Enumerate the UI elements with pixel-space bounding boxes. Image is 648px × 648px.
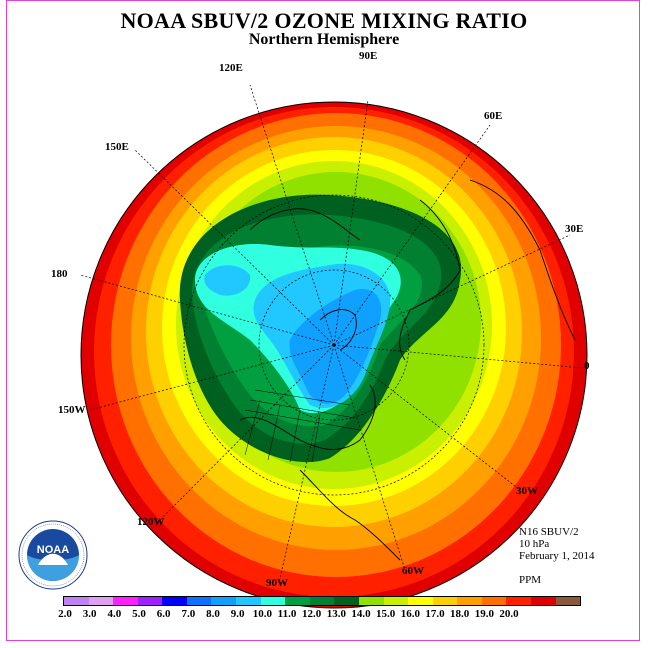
- color-swatch: [358, 597, 384, 605]
- color-swatch: [432, 597, 458, 605]
- color-swatch: [211, 597, 237, 605]
- color-swatch: [64, 597, 89, 605]
- graticule: [79, 84, 588, 609]
- color-swatch: [481, 597, 507, 605]
- color-swatch: [113, 597, 138, 605]
- color-scale-tick-label: 14.0: [351, 608, 371, 620]
- color-scale-tick-label: 13.0: [326, 608, 346, 620]
- color-swatch: [506, 597, 531, 605]
- land-grid: [244, 389, 361, 463]
- color-scale-tick-label: 10.0: [252, 608, 272, 620]
- color-scale-tick-label: 17.0: [425, 608, 445, 620]
- color-scale-tick-label: 5.0: [132, 608, 146, 620]
- color-swatch: [186, 597, 212, 605]
- band-7b: [204, 265, 251, 296]
- page-subtitle: Northern Hemisphere: [248, 31, 400, 48]
- color-swatch: [383, 597, 409, 605]
- color-swatch: [88, 597, 114, 605]
- lon-label-120e: 120E: [219, 62, 243, 74]
- color-swatch: [162, 597, 187, 605]
- lon-label-150e: 150E: [105, 141, 129, 153]
- color-scale-tick-label: 9.0: [230, 608, 245, 620]
- color-scale-tick-label: 18.0: [450, 608, 470, 620]
- lon-label-90w: 90W: [266, 577, 288, 589]
- color-swatch: [236, 597, 261, 605]
- color-swatch: [260, 597, 286, 605]
- lon-label-90e: 90E: [359, 50, 378, 62]
- lon-label-180: 180: [51, 268, 68, 280]
- instrument-label: N16 SBUV/2: [519, 526, 579, 538]
- noaa-logo-text: NOAA: [37, 544, 69, 556]
- lon-label-0: 0: [584, 360, 590, 372]
- lon-label-120w: 120W: [137, 516, 165, 528]
- color-scale-tick-label: 11.0: [277, 608, 297, 620]
- lon-label-30w: 30W: [516, 485, 538, 497]
- color-swatch: [408, 597, 433, 605]
- coastlines: [239, 179, 576, 561]
- color-scale-tick-label: 2.0: [58, 608, 72, 620]
- lon-label-60e: 60E: [484, 110, 503, 122]
- color-swatch: [285, 597, 310, 605]
- color-scale-tick-label: 8.0: [206, 608, 220, 620]
- figure-frame: [6, 0, 640, 641]
- color-scale-tick-label: 15.0: [376, 608, 396, 620]
- color-scale-tick-label: 4.0: [107, 608, 122, 620]
- color-scale-tick-label: 12.0: [302, 608, 322, 620]
- pressure-level-label: 10 hPa: [519, 538, 550, 550]
- lon-label-60w: 60W: [402, 565, 424, 577]
- color-scale-bar: [63, 596, 581, 606]
- color-swatch: [530, 597, 556, 605]
- color-swatch: [457, 597, 482, 605]
- color-swatch: [334, 597, 359, 605]
- color-swatch: [555, 597, 581, 605]
- color-swatch: [137, 597, 163, 605]
- color-scale-tick-label: 7.0: [181, 608, 196, 620]
- color-scale-tick-label: 19.0: [474, 608, 494, 620]
- lon-label-30e: 30E: [565, 223, 584, 235]
- color-scale-tick-label: 20.0: [499, 608, 519, 620]
- color-scale-tick-label: 6.0: [156, 608, 171, 620]
- color-scale-tick-label: 3.0: [82, 608, 97, 620]
- page-title: NOAA SBUV/2 OZONE MIXING RATIO: [120, 8, 528, 33]
- date-label: February 1, 2014: [519, 550, 595, 562]
- color-scale-tick-label: 16.0: [400, 608, 420, 620]
- units-label: PPM: [519, 574, 542, 586]
- color-swatch: [309, 597, 335, 605]
- noaa-logo: NOAA: [18, 520, 88, 590]
- ozone-field: [81, 102, 587, 608]
- lon-label-150w: 150W: [58, 404, 86, 416]
